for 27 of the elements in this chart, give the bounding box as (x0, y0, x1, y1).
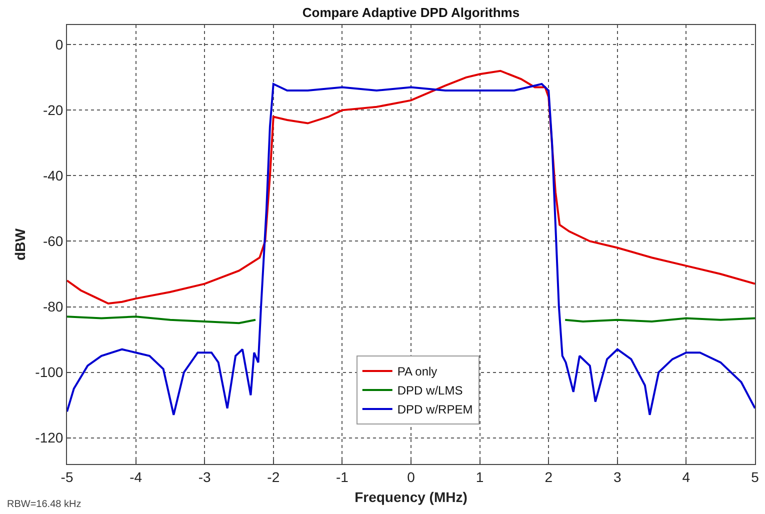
y-tick-label: -20 (42, 102, 64, 118)
x-tick-label: -1 (336, 468, 349, 485)
y-axis-title: dBW (12, 228, 28, 260)
text: RBW=16.48 kHz (7, 499, 82, 510)
x-tick-label: 5 (751, 468, 760, 485)
y-tick-label: -100 (35, 364, 64, 380)
x-tick-label: -3 (198, 468, 212, 485)
x-tick-label: 2 (544, 468, 553, 485)
legend-label: PA only (397, 364, 438, 379)
y-tick-label: -40 (42, 168, 64, 184)
x-tick-label: -5 (60, 468, 74, 485)
x-tick-label: 3 (614, 468, 622, 485)
x-tick-label: 0 (407, 468, 416, 485)
x-tick-label: 1 (476, 468, 484, 485)
line-series (67, 82, 755, 416)
y-tick-label: -60 (42, 233, 64, 250)
legend-label: DPD w/RPEM (397, 402, 473, 417)
y-tick-label: -80 (42, 298, 64, 315)
x-tick-label: -4 (130, 468, 142, 485)
y-tick-label: 0 (55, 36, 64, 53)
chart-title: Compare Adaptive DPD Algorithms (302, 4, 520, 20)
x-tick-label: 4 (682, 468, 690, 485)
x-tick-label: -2 (267, 468, 280, 485)
x-axis-title: Frequency (MHz) (354, 489, 468, 506)
y-tick-label: -120 (35, 430, 64, 446)
line-series (67, 70, 755, 304)
legend-label: DPD w/LMS (397, 384, 463, 398)
